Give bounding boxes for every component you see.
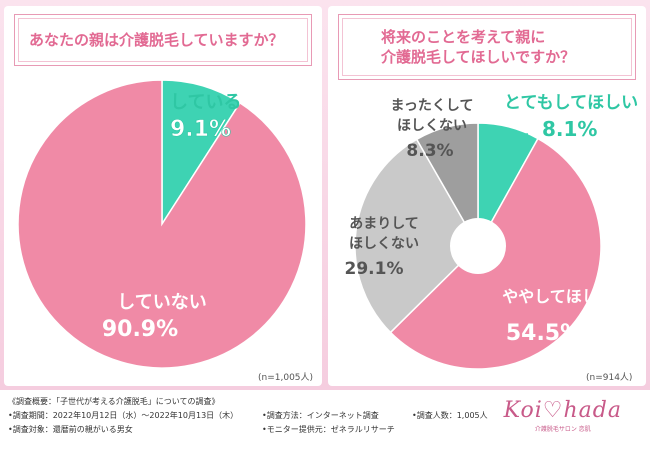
survey-method: •調査方法：インターネット調査: [262, 411, 379, 420]
right-donut-chart: とてもしてほしい8.1%ややしてほしい54.5%あまりしてほしくない29.1%ま…: [345, 93, 638, 370]
survey-target: •調査対象：還暦前の親がいる男女: [8, 425, 133, 434]
right-sample-size: (n=914人): [586, 373, 633, 383]
donut-label-3-line-2: ほしくない: [349, 236, 419, 252]
donut-label-4-line-1: まったくして: [390, 98, 473, 114]
survey-summary: 《調査概要：「子世代が考える介護脱毛」についての調査》: [8, 397, 220, 406]
pie-value-1: 9.1%: [170, 117, 231, 142]
right-question-box: 将来のことを考えて親に 介護脱毛してほしいですか？: [338, 14, 636, 80]
left-pie-chart: している 9.1% していない 90.9%: [17, 79, 307, 369]
donut-value-4: 8.3%: [406, 141, 453, 161]
donut-value-1: 8.1%: [542, 117, 597, 141]
pie-slice-2: [17, 79, 307, 369]
pie-value-2: 90.9%: [102, 317, 178, 342]
left-question-box: あなたの親は介護脱毛していますか？: [14, 14, 312, 66]
donut-slice-4: [415, 122, 479, 249]
pie-slice-1: [161, 79, 241, 227]
survey-footer: 《調査概要：「子世代が考える介護脱毛」についての調査》 •調査期間：2022年1…: [0, 390, 650, 450]
right-chart-title-line-2: 介護脱毛してほしいですか？: [381, 48, 576, 66]
pie-label-2: していない: [117, 292, 206, 313]
right-chart-title-line-1: 将来のことを考えて親に: [381, 28, 546, 46]
left-chart-panel: あなたの親は介護脱毛していますか？ している 9.1% していない 90.9% (n=…: [4, 6, 322, 386]
donut-label-1-line-1: とてもしてほしい: [504, 93, 638, 113]
survey-count: •調査人数：1,005人: [412, 411, 488, 420]
right-chart-panel: 将来のことを考えて親に 介護脱毛してほしいですか？ とてもしてほしい 8.1% やや…: [328, 6, 646, 386]
donut-hole: [450, 218, 506, 274]
donut-label-4-line-2: ほしくない: [397, 118, 467, 134]
logo-text: Koi♡hada: [503, 398, 622, 423]
left-chart-title: あなたの親は介護脱毛していますか？: [29, 31, 284, 49]
donut-label-2-line-1: ややしてほしい: [502, 287, 614, 306]
koihada-logo: Koi♡hada 介護脱毛サロン 恋肌: [504, 398, 622, 433]
donut-label-3-line-1: あまりして: [349, 216, 419, 232]
donut-value-2: 54.5%: [506, 321, 582, 346]
survey-period: •調査期間：2022年10月12日（水）〜2022年10月13日（木）: [8, 411, 239, 420]
donut-value-3: 29.1%: [345, 259, 404, 279]
left-sample-size: (n=1,005人): [258, 373, 314, 383]
donut-slice-3: [354, 138, 479, 334]
pie-label-1: している: [170, 92, 241, 113]
logo-subtitle: 介護脱毛サロン 恋肌: [534, 426, 591, 433]
monitor-provider: •モニター提供元：ゼネラルリサーチ: [262, 425, 395, 434]
